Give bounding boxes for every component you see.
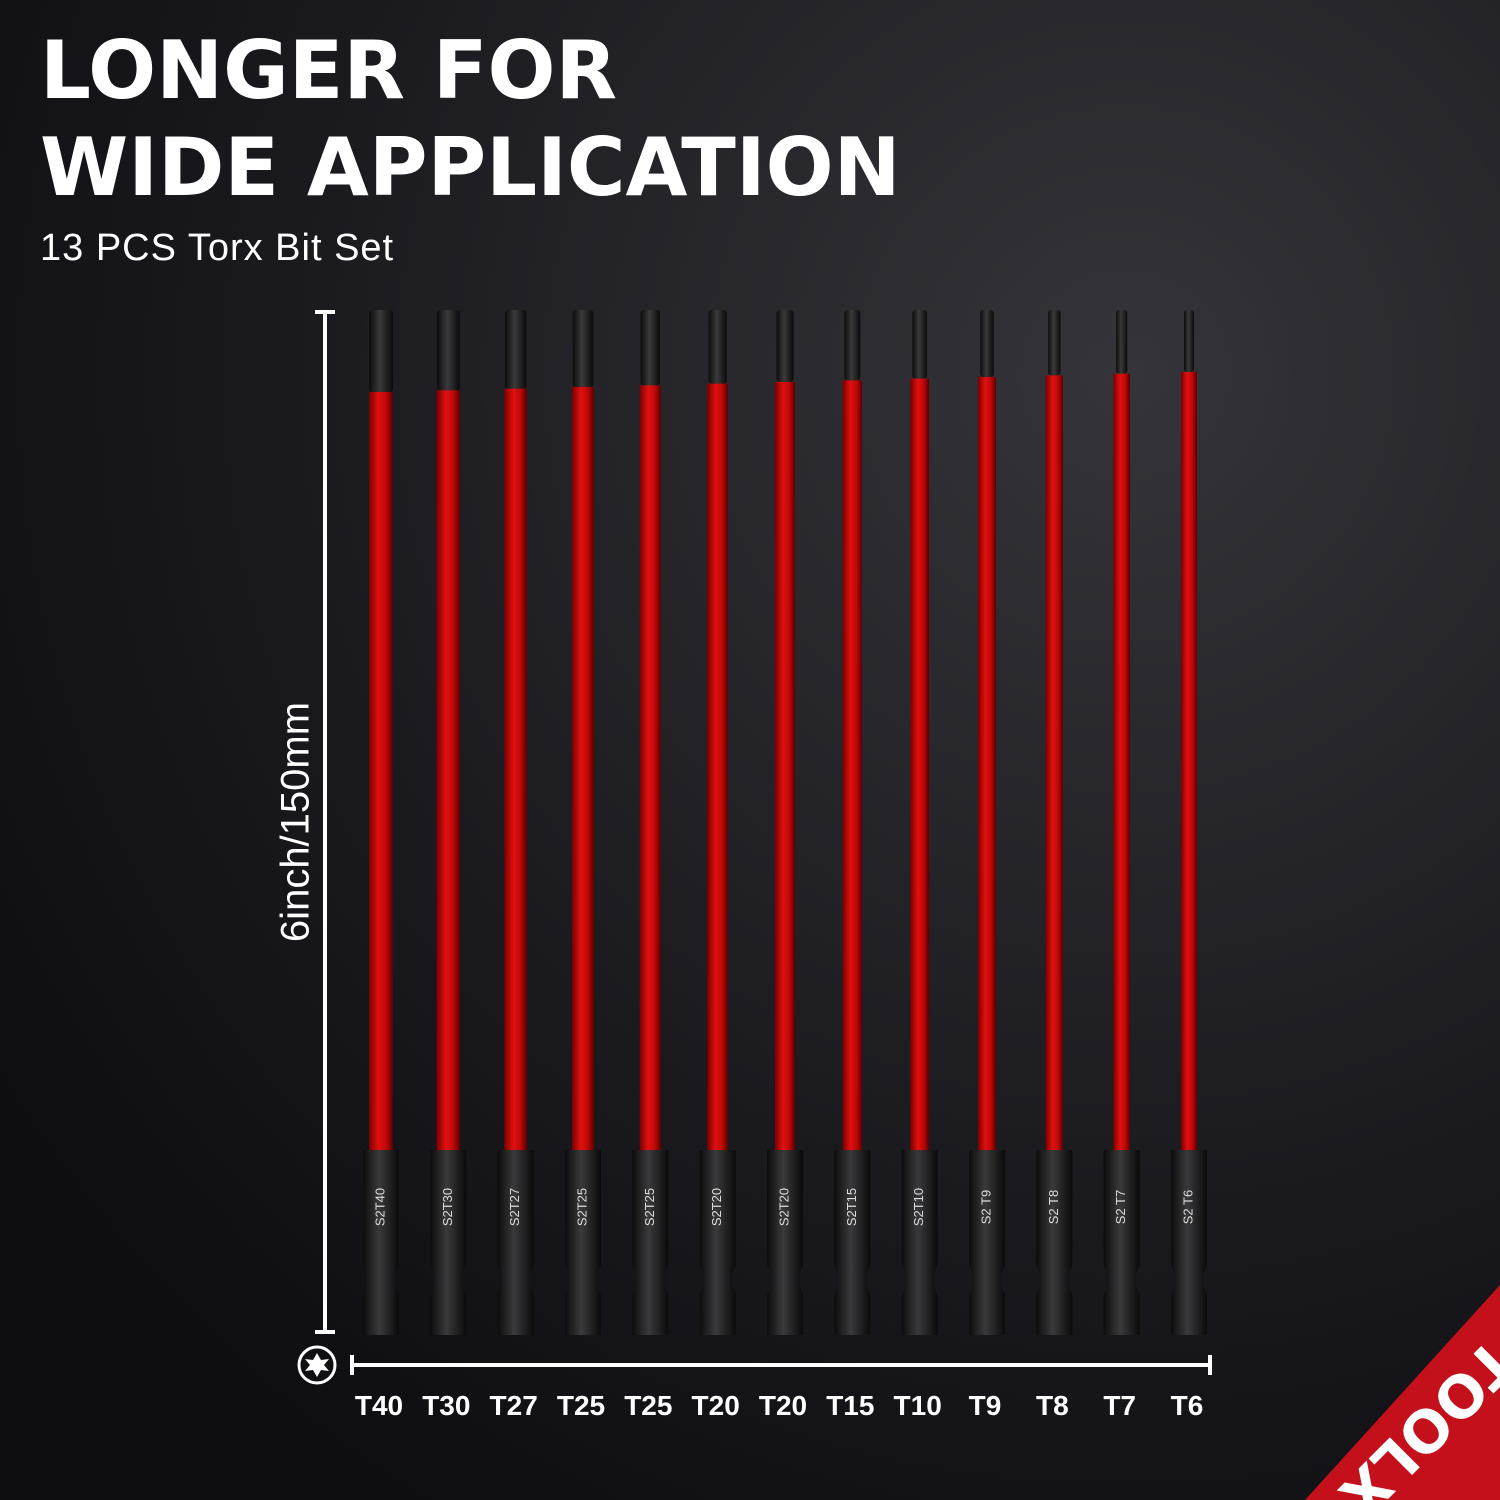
bit-shank — [632, 1150, 669, 1335]
bit-marking: S2 T9 — [978, 1190, 993, 1224]
bit-shank — [1171, 1150, 1207, 1335]
bit-size: T9 — [969, 1390, 1002, 1421]
title-line: WIDE APPLICATION — [40, 121, 901, 214]
bit: S2T10 T10 — [894, 310, 942, 1421]
bit-shank — [969, 1150, 1005, 1335]
bit-size: T7 — [1103, 1390, 1136, 1421]
bit: S2T20 T20 — [692, 310, 740, 1421]
bit-tip — [912, 310, 927, 379]
length-dimension — [315, 310, 335, 1334]
bit: S2 T8 T8 — [1036, 310, 1073, 1421]
bit-marking: S2T27 — [507, 1188, 522, 1226]
subtitle: 13 PCS Torx Bit Set — [40, 227, 394, 269]
bit-tip — [708, 310, 727, 384]
bit-size: T6 — [1171, 1390, 1204, 1421]
bit: S2T25 T25 — [624, 310, 672, 1421]
bit-size: T20 — [759, 1390, 807, 1421]
bit-shaft — [910, 378, 929, 1151]
bit-tip — [436, 310, 460, 391]
bit-marking: S2T25 — [574, 1188, 589, 1226]
bit-shank — [699, 1150, 736, 1335]
bit-size: T8 — [1036, 1390, 1069, 1421]
bit-size: T25 — [624, 1390, 672, 1421]
bit-tip — [980, 310, 994, 377]
brand-corner — [1305, 1285, 1500, 1500]
bit-marking: S2T10 — [911, 1188, 926, 1226]
bit-marking: S2T20 — [776, 1188, 791, 1226]
bit-marking: S2T15 — [844, 1188, 859, 1226]
bit-tip — [369, 310, 393, 392]
bit-shaft — [504, 388, 527, 1151]
bit: S2T25 T25 — [557, 310, 605, 1421]
bit: S2 T6 T6 — [1171, 310, 1207, 1421]
bit-shank — [1036, 1150, 1073, 1335]
bit-tip — [640, 310, 660, 386]
bit-shank — [363, 1150, 399, 1335]
bit: S2T20 T20 — [759, 310, 807, 1421]
bit-tip — [776, 310, 794, 382]
bit-shaft — [1113, 373, 1130, 1151]
bit-shaft — [842, 380, 862, 1150]
title-line: LONGER FOR — [40, 24, 617, 117]
bit-marking: S2T30 — [440, 1188, 455, 1226]
bit-shaft — [639, 385, 661, 1150]
length-label: 6inch/150mm — [274, 702, 318, 942]
bit-tip — [1184, 310, 1194, 372]
bit-shank — [767, 1150, 803, 1335]
bit-tip — [572, 310, 594, 387]
torx-icon — [297, 1345, 337, 1385]
bit-tip — [1048, 310, 1061, 376]
width-dimension — [350, 1355, 1212, 1375]
bit-size: T20 — [692, 1390, 740, 1421]
bit-shank — [834, 1150, 871, 1335]
bit-shaft — [1181, 372, 1197, 1150]
bit-tip — [844, 310, 861, 381]
bit-marking: S2T40 — [372, 1188, 387, 1226]
bit-shank — [565, 1150, 601, 1335]
bit: S2T27 T27 — [490, 310, 538, 1421]
bit-size: T10 — [894, 1390, 942, 1421]
bit-size: T15 — [826, 1390, 874, 1421]
bit-shaft — [1045, 375, 1063, 1150]
bit-shaft — [978, 377, 996, 1150]
bit-marking: S2 T6 — [1180, 1190, 1195, 1224]
bit: S2 T7 T7 — [1103, 310, 1140, 1421]
bit: S2T30 T30 — [422, 310, 470, 1421]
bit-shank — [430, 1150, 467, 1335]
bit: S2 T9 T9 — [969, 310, 1005, 1421]
bit-shank — [497, 1150, 534, 1335]
bit-shaft — [707, 383, 728, 1151]
bit-size: T27 — [490, 1390, 538, 1421]
bits: S2T40 T40 S2T30 T30 S2T27 T27 S2T25 T25 S2T25 T25… — [355, 310, 1207, 1421]
bit: S2T40 T40 — [355, 310, 403, 1421]
bit-marking: S2 T8 — [1046, 1190, 1061, 1224]
bit-size: T40 — [355, 1390, 403, 1421]
bit-marking: S2T20 — [709, 1188, 724, 1226]
bit-marking: S2 T7 — [1113, 1190, 1128, 1224]
bit-shaft — [369, 392, 393, 1150]
bit: S2T15 T15 — [826, 310, 874, 1421]
bit-size: T30 — [422, 1390, 470, 1421]
bit-shank — [901, 1150, 938, 1335]
bit-shank — [1103, 1150, 1140, 1335]
bit-shaft — [436, 390, 460, 1150]
bit-marking: S2T25 — [642, 1188, 657, 1226]
bit-shaft — [572, 387, 594, 1150]
bit-tip — [1116, 310, 1128, 374]
bit-tip — [504, 310, 527, 389]
bit-shaft — [775, 382, 795, 1150]
bit-size: T25 — [557, 1390, 605, 1421]
